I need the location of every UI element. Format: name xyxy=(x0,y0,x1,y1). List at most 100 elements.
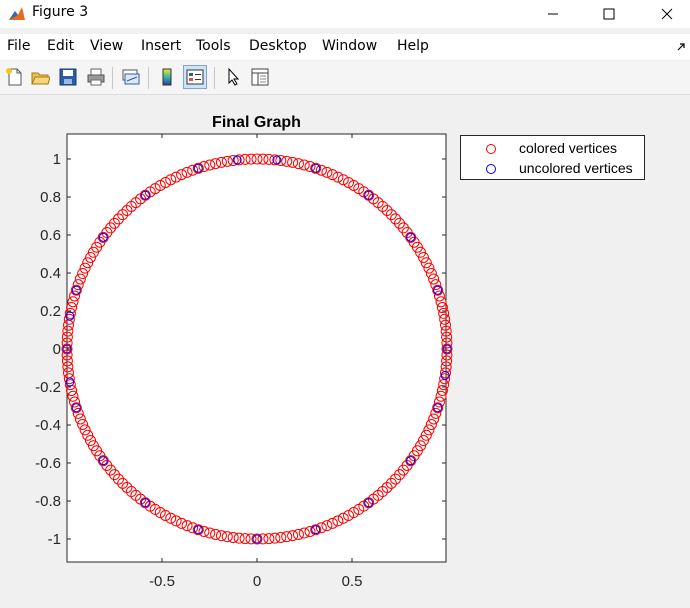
colored-vertex-marker xyxy=(251,153,263,165)
property-inspector-icon xyxy=(251,68,269,86)
colored-vertex-marker xyxy=(439,373,451,385)
y-tick-label: 0.2 xyxy=(40,303,61,320)
colored-vertex-marker xyxy=(233,532,245,544)
menu-insert[interactable]: Insert xyxy=(141,38,182,54)
y-tick-label: 0.4 xyxy=(40,265,61,282)
colored-vertex-marker xyxy=(436,384,448,396)
uncolored-vertex-marker xyxy=(406,232,416,242)
legend-blue-circle-icon xyxy=(486,164,496,174)
colored-vertex-marker xyxy=(441,337,453,349)
property-inspector-button[interactable] xyxy=(248,65,272,89)
colored-vertex-marker xyxy=(63,313,75,325)
link-plot-button[interactable] xyxy=(119,65,143,89)
colored-vertex-marker xyxy=(287,156,299,168)
edit-plot-arrow-icon xyxy=(228,67,240,86)
y-tick-label: -0.6 xyxy=(35,455,61,472)
menu-edit[interactable]: Edit xyxy=(47,38,75,54)
colored-vertex-marker xyxy=(292,158,304,170)
menu-bar: File Edit View Insert Tools Desktop Wind… xyxy=(0,34,690,60)
colored-vertex-marker xyxy=(440,325,452,337)
new-figure-button[interactable] xyxy=(2,65,26,89)
colored-vertex-marker xyxy=(77,418,89,430)
colored-vertex-marker xyxy=(181,166,193,178)
colored-vertex-marker xyxy=(245,153,257,165)
open-file-button[interactable] xyxy=(28,65,52,89)
colored-vertex-marker xyxy=(417,435,429,447)
colored-vertex-marker xyxy=(433,396,445,408)
colored-vertex-marker xyxy=(263,533,275,545)
toolbar-separator xyxy=(214,67,215,89)
axis-ticks: 1 0.8 0.6 0.4 0.2 0 -0.2 -0.4 -0.6 -0.8 -1 -0.5 0 0.5 xyxy=(35,134,446,590)
series-uncolored-vertices xyxy=(62,155,452,544)
legend-label-uncolored: uncolored vertices xyxy=(519,160,633,176)
edit-plot-button[interactable] xyxy=(221,65,245,89)
uncolored-vertex-marker xyxy=(311,163,321,173)
colored-vertex-marker xyxy=(420,257,432,269)
legend[interactable]: colored vertices uncolored vertices xyxy=(460,135,645,180)
colored-vertex-marker xyxy=(159,177,171,189)
menu-view[interactable]: View xyxy=(90,38,124,54)
colored-vertex-marker xyxy=(275,532,287,544)
colored-vertex-marker xyxy=(215,530,227,542)
legend-item-colored: colored vertices xyxy=(461,140,646,160)
colored-vertex-marker xyxy=(287,530,299,542)
colored-vertex-marker xyxy=(192,524,204,536)
colored-vertex-marker xyxy=(326,517,338,529)
colored-vertex-marker xyxy=(159,509,171,521)
print-button[interactable] xyxy=(84,65,108,89)
colored-vertex-marker xyxy=(385,209,397,221)
menu-tools[interactable]: Tools xyxy=(196,38,231,54)
toolbar-separator xyxy=(148,67,149,89)
colored-vertex-marker xyxy=(70,402,82,414)
colored-vertex-marker xyxy=(63,373,75,385)
uncolored-vertex-marker xyxy=(252,534,262,544)
minimize-button[interactable] xyxy=(530,0,576,28)
colored-vertex-marker xyxy=(269,154,281,166)
uncolored-vertex-marker xyxy=(440,370,450,380)
menu-desktop[interactable]: Desktop xyxy=(249,38,307,54)
maximize-button[interactable] xyxy=(586,0,632,28)
colored-vertex-marker xyxy=(390,213,402,225)
colored-vertex-marker xyxy=(304,161,316,173)
colored-vertex-marker xyxy=(435,390,447,402)
x-tick-label: 0 xyxy=(253,573,261,590)
colored-vertex-marker xyxy=(64,379,76,391)
minimize-icon xyxy=(548,13,558,15)
insert-colorbar-button[interactable] xyxy=(155,65,179,89)
toolbar-separator xyxy=(112,67,113,89)
uncolored-vertex-marker xyxy=(65,377,75,387)
colored-vertex-marker xyxy=(436,302,448,314)
insert-legend-icon xyxy=(186,69,204,85)
uncolored-vertex-marker xyxy=(65,311,75,321)
close-button[interactable] xyxy=(644,0,690,28)
uncolored-vertex-marker xyxy=(140,498,150,508)
menu-file[interactable]: File xyxy=(7,38,31,54)
colored-vertex-marker xyxy=(165,512,177,524)
colored-vertex-marker xyxy=(227,154,239,166)
menu-window[interactable]: Window xyxy=(322,38,378,54)
dock-arrow-icon[interactable] xyxy=(676,42,686,52)
x-tick-label: -0.5 xyxy=(149,573,175,590)
legend-label-colored: colored vertices xyxy=(519,140,618,156)
y-tick-label: -0.4 xyxy=(35,417,61,434)
colored-vertex-marker xyxy=(74,413,86,425)
colored-vertex-marker xyxy=(165,174,177,186)
colored-vertex-marker xyxy=(417,251,429,263)
uncolored-vertex-marker xyxy=(364,498,374,508)
menu-help[interactable]: Help xyxy=(397,38,429,54)
insert-legend-button[interactable] xyxy=(183,65,207,89)
colored-vertex-marker xyxy=(321,520,333,532)
colored-vertex-marker xyxy=(257,153,269,165)
colored-vertex-marker xyxy=(61,343,73,355)
colored-vertex-marker xyxy=(438,307,450,319)
uncolored-vertex-marker xyxy=(193,525,203,535)
save-button[interactable] xyxy=(56,65,80,89)
colored-vertex-marker xyxy=(210,158,222,170)
colored-vertex-marker xyxy=(433,290,445,302)
window-title: Figure 3 xyxy=(32,4,89,20)
colored-vertex-marker xyxy=(441,355,453,367)
colored-vertex-marker xyxy=(440,319,452,331)
colored-vertex-marker xyxy=(310,162,322,174)
colored-vertex-marker xyxy=(204,159,216,171)
matlab-logo-icon xyxy=(9,7,25,20)
